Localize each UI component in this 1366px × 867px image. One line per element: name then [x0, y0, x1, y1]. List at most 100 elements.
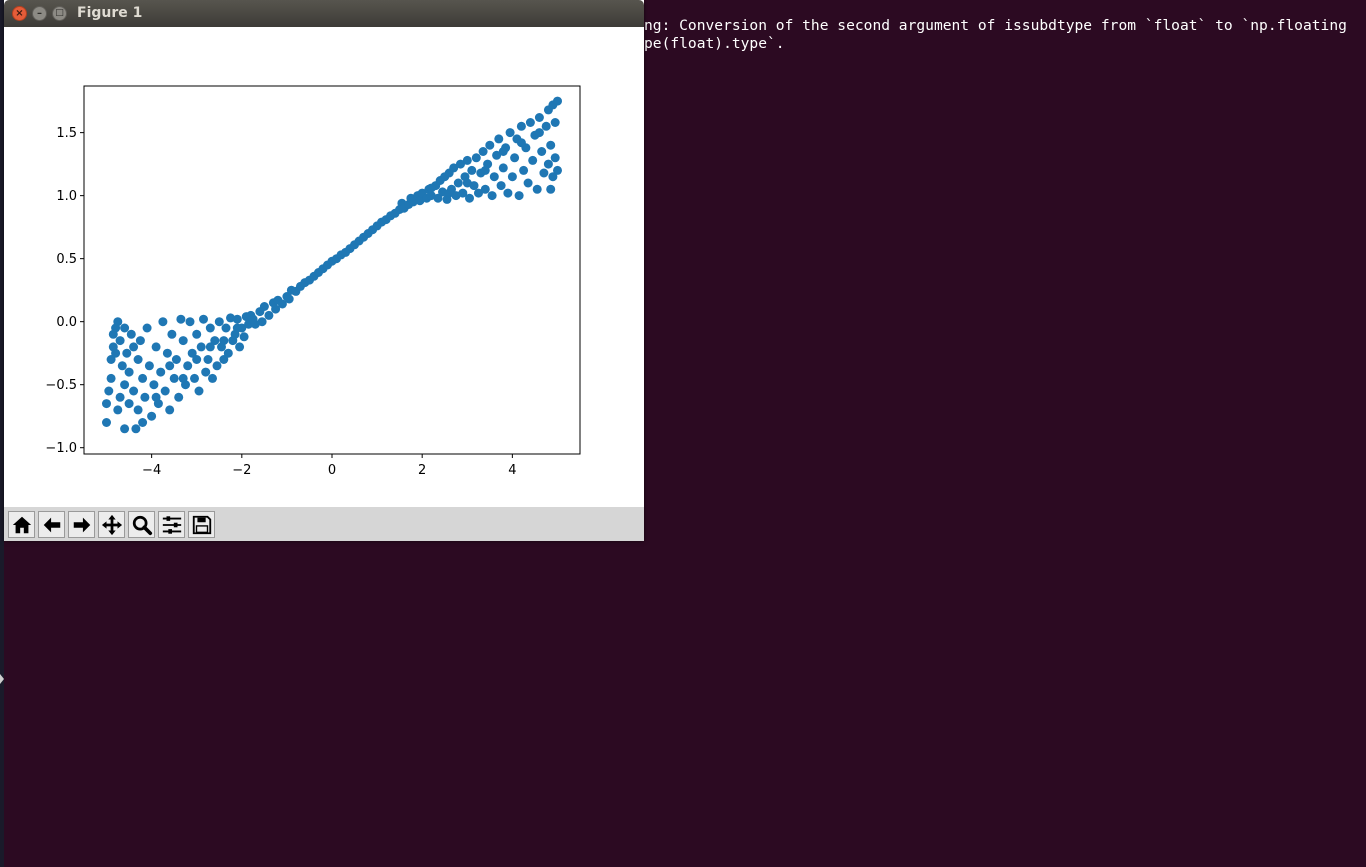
scatter-point: [133, 355, 143, 364]
scatter-point: [185, 317, 195, 327]
scatter-point: [160, 386, 170, 396]
close-button[interactable]: ×: [12, 6, 27, 21]
terminal-output: ng: Conversion of the second argument of…: [644, 17, 1366, 53]
x-tick-label: 0: [328, 463, 336, 478]
scatter-point: [199, 314, 208, 324]
scatter-point: [210, 336, 220, 346]
x-tick-label: −2: [232, 463, 251, 478]
scatter-point: [129, 386, 139, 396]
minimize-button[interactable]: –: [32, 6, 47, 21]
terminal-line: ng: Conversion of the second argument of…: [644, 17, 1347, 34]
scatter-point: [190, 373, 199, 383]
scatter-point: [456, 159, 465, 169]
launcher-edge: [0, 0, 4, 867]
scatter-point: [212, 361, 222, 371]
scatter-point: [532, 184, 542, 194]
scatter-point: [471, 153, 481, 163]
floppy-icon: [192, 515, 211, 534]
scatter-point: [496, 181, 506, 191]
scatter-point: [494, 134, 504, 144]
scatter-point: [553, 96, 562, 106]
scatter-point: [201, 367, 211, 377]
scatter-point: [203, 355, 213, 364]
scatter-point: [408, 197, 418, 207]
scatter-point: [124, 399, 134, 409]
home-icon: [12, 516, 31, 533]
scatter-point: [111, 348, 121, 358]
scatter-point: [478, 147, 488, 156]
scatter-point: [178, 336, 188, 346]
y-tick-label: 0.0: [56, 315, 77, 330]
scatter-point: [102, 399, 111, 409]
save-button[interactable]: [188, 511, 215, 538]
zoom-button[interactable]: [128, 511, 155, 538]
y-tick-label: 1.5: [56, 126, 77, 141]
scatter-point: [480, 165, 490, 175]
scatter-point: [474, 188, 483, 198]
scatter-point: [277, 299, 287, 309]
scatter-point: [192, 329, 202, 339]
scatter-point: [144, 361, 154, 371]
scatter-point: [492, 150, 502, 160]
configure-subplots-button[interactable]: [158, 511, 185, 538]
scatter-point: [120, 380, 130, 390]
scatter-point: [194, 386, 204, 396]
pan-button[interactable]: [98, 511, 125, 538]
scatter-point: [239, 332, 249, 342]
y-tick-label: −0.5: [45, 378, 77, 393]
scatter-point: [102, 418, 111, 427]
scatter-point: [147, 411, 157, 421]
minimize-icon: –: [37, 7, 42, 19]
maximize-button[interactable]: □: [52, 6, 67, 21]
back-button[interactable]: [38, 511, 65, 538]
scatter-point: [451, 191, 461, 201]
scatter-point: [264, 310, 274, 320]
scatter-point: [510, 153, 520, 163]
move-icon: [101, 514, 122, 535]
scatter-point: [534, 128, 544, 138]
launcher-indicator: [0, 674, 4, 684]
y-tick-label: 1.0: [56, 189, 77, 204]
scatter-point: [223, 348, 233, 358]
scatter-point: [126, 329, 136, 339]
scatter-point: [129, 342, 139, 352]
scatter-point: [485, 140, 495, 150]
scatter-point: [117, 361, 127, 371]
scatter-point: [462, 155, 472, 165]
y-tick-label: 0.5: [56, 252, 77, 267]
scatter-point: [149, 380, 159, 390]
scatter-point: [534, 113, 544, 122]
scatter-point: [192, 355, 202, 364]
scatter-point: [444, 188, 454, 198]
title-bar[interactable]: × – □ Figure 1: [4, 0, 644, 27]
scatter-point: [115, 392, 125, 402]
scatter-point: [174, 392, 184, 402]
scatter-point: [232, 314, 242, 324]
scatter-point: [235, 342, 245, 352]
scatter-point: [257, 317, 267, 327]
y-tick-label: −1.0: [45, 441, 77, 456]
scatter-point: [519, 165, 529, 175]
scatter-point: [503, 188, 513, 198]
scatter-point: [120, 424, 130, 434]
home-button[interactable]: [8, 511, 35, 538]
scatter-point: [546, 184, 556, 194]
close-icon: ×: [15, 7, 24, 19]
scatter-point: [135, 336, 145, 346]
scatter-point: [133, 405, 143, 415]
scatter-point: [498, 163, 508, 173]
scatter-point: [480, 184, 490, 194]
scatter-point: [115, 336, 125, 346]
sliders-icon: [162, 515, 181, 534]
scatter-point: [156, 367, 166, 377]
scatter-point: [221, 323, 231, 333]
scatter-point: [489, 172, 499, 182]
scatter-point: [284, 294, 294, 304]
plot-canvas[interactable]: −4 −2 0 2 4 −1.0 −0.5 0.0 0.5 1.0 1.5: [4, 27, 644, 507]
scatter-point: [138, 418, 148, 427]
forward-button[interactable]: [68, 511, 95, 538]
scatter-point: [426, 191, 436, 201]
scatter-point: [433, 193, 443, 203]
arrow-left-icon: [43, 517, 60, 532]
scatter-point: [465, 193, 474, 203]
